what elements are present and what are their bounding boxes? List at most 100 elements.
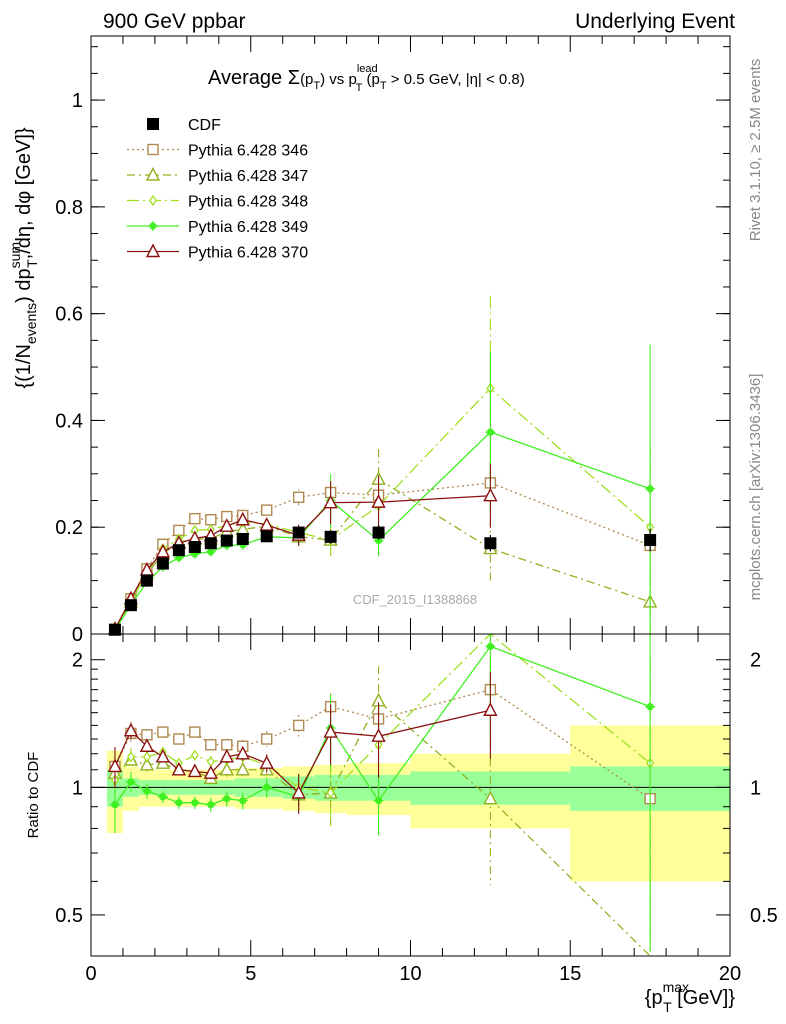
y-tick-label: 0	[72, 624, 83, 646]
data-point	[188, 540, 201, 553]
legend-marker	[145, 166, 161, 181]
ratio-point	[155, 748, 171, 763]
ratio-point	[323, 724, 338, 738]
x-axis: 0 5 10 15 20	[85, 36, 741, 985]
legend-marker	[145, 243, 161, 258]
legend-label: Pythia 6.428 346	[188, 143, 308, 160]
x-axis-title: {pmax T [GeV]}	[645, 979, 736, 1015]
data-point	[644, 534, 657, 547]
ratio-point	[483, 702, 498, 716]
ratio-point	[206, 755, 215, 768]
y-tick-label: 0.8	[55, 197, 83, 219]
data-point	[260, 530, 273, 543]
series-point	[219, 518, 234, 532]
legend-label-data: CDF	[188, 117, 221, 134]
y-tick-label: 0.6	[55, 304, 83, 326]
ratio-point	[235, 745, 250, 760]
ratio-point	[221, 739, 233, 751]
series-point	[261, 504, 273, 516]
x-tick-label: 20	[719, 963, 741, 985]
main-y-axis: 0 0.2 0.4 0.6 0.8 1	[55, 46, 730, 646]
ratio-line-1	[114, 699, 651, 957]
series-point	[259, 517, 274, 531]
ratio-point	[123, 722, 139, 737]
data-point	[220, 534, 233, 547]
ratio-point	[126, 751, 135, 763]
ratio-tick-label: 2	[72, 650, 83, 672]
ratio-point	[142, 751, 151, 763]
ratio-point	[371, 728, 386, 742]
y-tick-label: 1	[72, 90, 83, 112]
ratio-point	[292, 719, 305, 732]
side-caption-top: Rivet 3.1.10, ≥ 2.5M events	[747, 59, 764, 242]
ratio-point	[205, 739, 217, 751]
data-point	[324, 530, 337, 543]
ratio-point	[259, 755, 274, 769]
data-point	[236, 532, 249, 545]
series-point	[189, 512, 201, 525]
y-tick-label: 0.2	[55, 517, 83, 539]
data-point	[372, 526, 385, 539]
data-point	[108, 623, 121, 636]
series-point	[205, 514, 217, 526]
data-point	[292, 526, 305, 539]
legend-marker	[147, 143, 159, 156]
y-tick-label: 0.4	[55, 410, 83, 432]
ratio-point	[139, 738, 155, 752]
series-point	[292, 491, 305, 504]
ratio-tick-label: 0.5	[55, 905, 83, 927]
data-point	[140, 574, 153, 587]
ratio-point	[107, 758, 123, 773]
ratio-tick-label-right: 2	[750, 650, 761, 672]
ratio-point	[139, 756, 155, 771]
data-point	[124, 599, 137, 612]
ratio-tick-label-right: 1	[750, 777, 761, 799]
chart-title: Average Σ(pT) vs plead T (pT > 0.5 GeV, |…	[208, 63, 525, 94]
main-panel: CDF_2015_I1388868 Average Σ(pT) vs plead…	[55, 35, 731, 646]
ratio-point	[235, 761, 250, 776]
legend-label: Pythia 6.428 348	[188, 194, 308, 211]
ratio-point	[157, 726, 169, 738]
watermark: CDF_2015_I1388868	[353, 592, 477, 607]
data-point	[484, 537, 497, 550]
legend-swatch-data	[147, 118, 159, 130]
ratio-bands	[91, 725, 730, 882]
legend-label: Pythia 6.428 370	[188, 245, 308, 262]
ratio-point	[187, 763, 202, 778]
series-line-1	[114, 478, 651, 630]
ratio-y-axis: 0.5 0.5 1 1 2 2	[55, 650, 778, 927]
data-point	[172, 544, 185, 557]
ratio-point	[219, 761, 234, 776]
y-axis-title-main: {(1/Nevents) dpsumT,/dη, dφ [GeV]}	[7, 127, 40, 388]
ratio-point	[203, 765, 218, 779]
x-tick-label: 5	[245, 963, 256, 985]
ratio-series	[107, 633, 656, 957]
legend-marker	[149, 194, 157, 207]
header-left: 900 GeV ppbar	[103, 10, 245, 33]
series-point	[323, 494, 338, 509]
series-point	[155, 543, 171, 558]
ratio-point	[171, 761, 187, 776]
series-point	[235, 511, 250, 526]
x-tick-label: 0	[85, 963, 96, 985]
series-point	[371, 494, 386, 508]
ratio-line-2	[114, 633, 651, 794]
header-right: Underlying Event	[575, 10, 735, 33]
legend-label: Pythia 6.428 347	[188, 168, 308, 185]
main-series	[107, 292, 658, 636]
ratio-point	[173, 733, 185, 745]
ratio-point	[190, 749, 199, 761]
ratio-panel: 0.5 0.51 12 2 0 5 10 15 20	[55, 36, 778, 985]
data-point	[204, 537, 217, 550]
legend-label: Pythia 6.428 349	[188, 219, 308, 236]
ratio-tick-label: 1	[72, 777, 83, 799]
legend: CDF Pythia 6.428 346 Pythia 6.428 347 Pythi…	[127, 117, 308, 262]
data-point	[156, 557, 169, 570]
series-point	[483, 487, 498, 502]
ratio-tick-label-right: 0.5	[750, 905, 778, 927]
ratio-point	[261, 733, 273, 745]
x-tick-label: 15	[559, 963, 581, 985]
y-axis-title-ratio: Ratio to CDF	[25, 752, 42, 839]
main-background	[91, 36, 730, 634]
